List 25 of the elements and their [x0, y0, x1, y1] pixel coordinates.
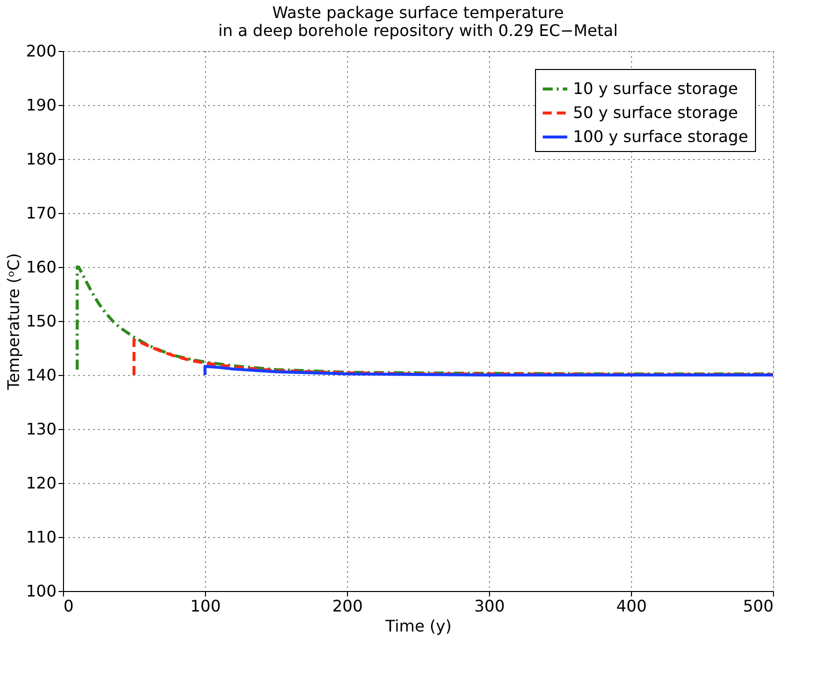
x-tick-label: 0	[64, 596, 74, 616]
y-tick-label: 180	[26, 150, 56, 168]
y-axis-title: Temperature (ᵒC)	[4, 253, 23, 391]
y-tick-label: 120	[26, 474, 56, 492]
y-tick-label: 110	[26, 528, 56, 546]
x-axis-title: Time (y)	[384, 616, 452, 636]
legend-label: 10 y surface storage	[573, 79, 738, 98]
line-series	[132, 338, 774, 376]
x-tick-label: 500	[742, 596, 774, 616]
x-tick-label: 400	[616, 596, 647, 616]
y-tick-label: 100	[26, 582, 56, 600]
chart-title: Waste package surface temperature in a deep borehole repository with 0.29 EC−Metal	[218, 3, 618, 40]
x-tick-label: 100	[190, 596, 221, 616]
y-tick-label: 200	[26, 42, 56, 60]
y-tick-label: 130	[26, 420, 56, 438]
legend-label: 50 y surface storage	[573, 103, 738, 122]
y-tick-label: 190	[26, 96, 56, 114]
x-tick-label: 300	[474, 596, 505, 616]
x-tick-label: 200	[332, 596, 363, 616]
y-tick-label: 150	[26, 312, 56, 330]
legend-label: 100 y surface storage	[573, 127, 748, 146]
y-tick-label: 170	[26, 204, 56, 222]
y-tick-label: 140	[26, 366, 56, 384]
line-series	[204, 364, 774, 376]
y-tick-label: 160	[26, 258, 56, 276]
